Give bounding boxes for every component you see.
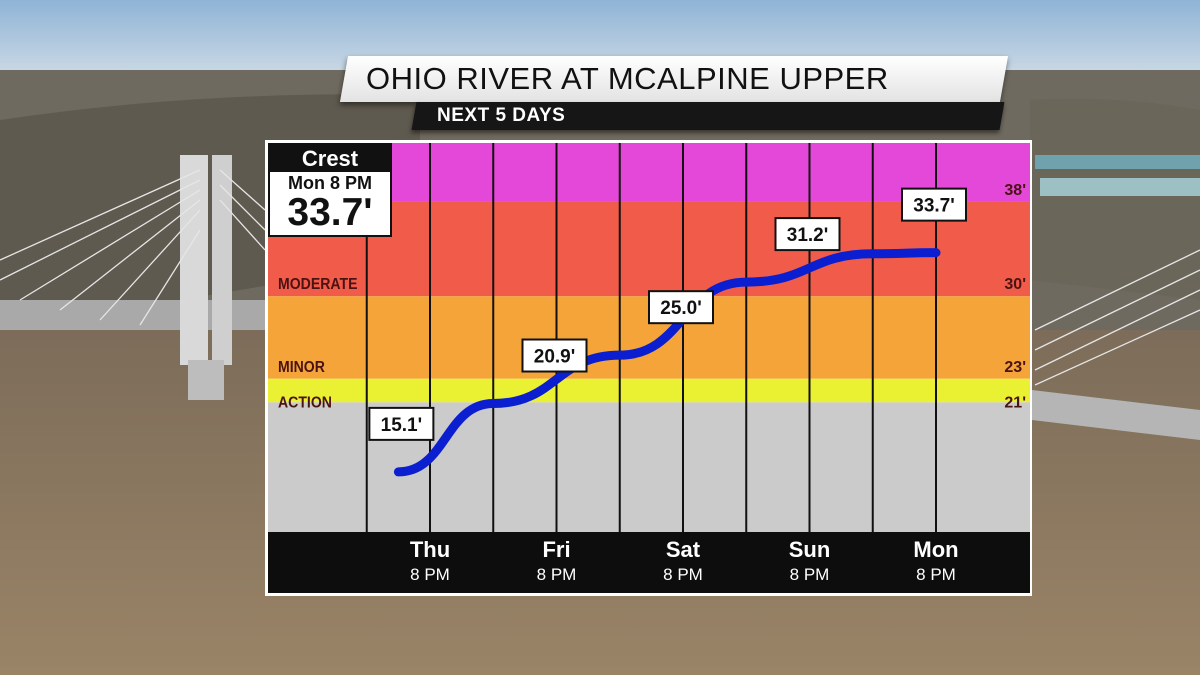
crest-value: 33.7': [287, 191, 373, 234]
data-label-box: [368, 406, 435, 441]
stage-label-moderate: MODERATE: [278, 275, 357, 293]
stage-value-action: 21': [1004, 394, 1026, 411]
chart-subtitle: NEXT 5 DAYS: [437, 105, 566, 126]
crest-header: Crest: [270, 145, 390, 172]
action-band: [268, 378, 1030, 403]
data-label: 25.0': [660, 298, 702, 319]
stage-label-minor: MINOR: [278, 358, 325, 376]
stage-value-minor: 23': [1004, 359, 1026, 376]
data-label-box: [521, 338, 588, 373]
forecast-line: [393, 248, 941, 477]
x-tick-time: 8 PM: [916, 565, 956, 584]
data-label-box: [648, 290, 714, 325]
x-tick-day: Mon: [913, 537, 958, 562]
x-tick-day: Fri: [542, 537, 570, 562]
x-tick-time: 8 PM: [537, 565, 577, 584]
data-label: 31.2': [787, 225, 829, 246]
x-tick-day: Thu: [410, 537, 450, 562]
stage-label-action: ACTION: [278, 394, 332, 412]
data-label-box: [901, 187, 967, 222]
x-tick-day: Sun: [789, 537, 831, 562]
crest-time: Mon 8 PM: [288, 173, 372, 193]
stage-value-moderate: 30': [1004, 276, 1026, 293]
x-tick-day: Sat: [666, 537, 701, 562]
data-label: 33.7': [913, 196, 955, 217]
data-label: 20.9': [534, 347, 576, 368]
crest-box: Crest Mon 8 PM 33.7': [268, 143, 392, 237]
stage-value-major: 38': [1004, 182, 1026, 199]
x-tick-time: 8 PM: [410, 565, 450, 584]
data-label: 15.1': [381, 415, 423, 436]
chart-title: OHIO RIVER AT MCALPINE UPPER: [366, 61, 889, 96]
x-axis-band: [268, 532, 1030, 593]
x-tick-time: 8 PM: [663, 565, 703, 584]
x-tick-time: 8 PM: [790, 565, 830, 584]
data-label-box: [774, 217, 841, 252]
